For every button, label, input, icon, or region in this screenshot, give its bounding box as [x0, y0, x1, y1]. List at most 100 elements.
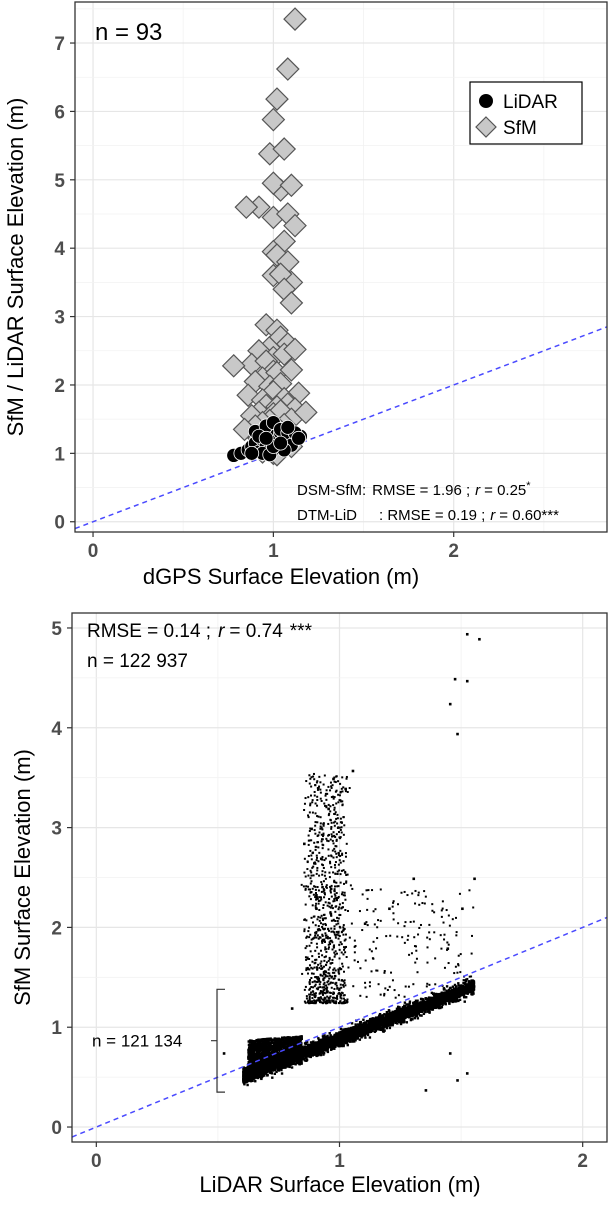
y-tick-label: 3: [51, 819, 62, 840]
data-point: [363, 1025, 365, 1027]
lidar-circle-point: [259, 431, 273, 445]
data-point: [388, 1014, 390, 1016]
data-point: [305, 1060, 307, 1062]
data-point: [291, 1066, 293, 1068]
data-point: [351, 1038, 353, 1040]
legend-lidar-label: LiDAR: [503, 92, 558, 113]
lidar-circle-point: [292, 431, 306, 445]
y-tick-label: 0: [54, 513, 65, 534]
data-point: [389, 1027, 391, 1029]
data-point: [441, 1006, 443, 1008]
data-point: [340, 1042, 342, 1044]
data-point: [329, 1032, 331, 1034]
data-point: [417, 1017, 419, 1019]
data-point: [420, 998, 422, 1000]
data-point: [464, 982, 466, 984]
data-point: [388, 1010, 390, 1012]
data-point: [246, 1084, 248, 1086]
data-point: [423, 1009, 425, 1011]
count-label: n = 93: [95, 19, 162, 46]
annotation-r-value: = 0.60: [499, 507, 541, 524]
annotation-method: DTM-LiD: [297, 507, 357, 524]
data-point: [424, 1006, 426, 1008]
y-tick-label: 5: [51, 619, 62, 640]
data-point: [404, 1005, 406, 1007]
data-point: [375, 1018, 377, 1020]
data-point: [404, 1001, 406, 1003]
annotation-significance: ***: [541, 507, 559, 524]
data-point: [402, 1021, 404, 1023]
data-point: [427, 1002, 429, 1004]
y-tick-label: 4: [54, 239, 65, 260]
data-point: [442, 1001, 444, 1003]
data-point: [254, 1080, 256, 1082]
data-point: [312, 1041, 314, 1043]
data-point: [362, 1019, 364, 1021]
y-tick-label: 5: [54, 171, 65, 192]
y-tick-label: 3: [54, 308, 65, 329]
data-point: [335, 1032, 337, 1034]
data-point: [463, 996, 465, 998]
y-tick-label: 6: [54, 102, 65, 123]
annotation-method: DSM-SfM:: [297, 482, 366, 499]
y-tick-label: 1: [51, 1018, 62, 1039]
data-point: [406, 1021, 408, 1023]
data-point: [395, 1022, 397, 1024]
stats-annotation-line: DSM-SfM:RMSE = 1.96 ;r= 0.25*: [297, 480, 531, 499]
data-point: [382, 1030, 384, 1032]
y-tick-label: 7: [54, 34, 65, 55]
x-tick-label: 1: [268, 541, 279, 562]
data-point: [472, 992, 474, 994]
data-point: [359, 1038, 361, 1040]
y-tick-label: 2: [51, 918, 62, 939]
data-point: [445, 1003, 447, 1005]
x-tick-label: 2: [448, 541, 459, 562]
data-point: [448, 1002, 450, 1004]
y-axis-title: SfM / LiDAR Surface Elevation (m): [3, 98, 28, 437]
data-point: [327, 1051, 329, 1053]
data-point: [457, 982, 459, 984]
data-point: [458, 984, 460, 986]
lidar-circle-point: [281, 420, 295, 434]
data-point: [359, 1021, 361, 1023]
y-tick-label: 4: [51, 719, 62, 740]
data-point: [344, 1030, 346, 1032]
data-point: [440, 999, 442, 1001]
data-point: [377, 1021, 379, 1023]
annotation-rmse: : RMSE = 0.19 ;: [379, 507, 485, 524]
data-point: [369, 1036, 371, 1038]
annotation-significance: *: [526, 480, 531, 492]
annotation-r-value: = 0.25: [484, 482, 526, 499]
stats-annotation-line: DTM-LiD: RMSE = 0.19 ;r= 0.60***: [297, 507, 559, 524]
data-point: [414, 1017, 416, 1019]
data-point: [414, 1001, 416, 1003]
legend-lidar-marker: [479, 94, 493, 108]
data-point: [416, 1000, 418, 1002]
data-point: [389, 1024, 391, 1026]
data-point: [381, 1015, 383, 1017]
data-point: [360, 1028, 362, 1030]
data-point: [314, 1053, 316, 1055]
x-tick-label: 0: [88, 541, 99, 562]
x-axis-title: dGPS Surface Elevation (m): [143, 564, 419, 589]
data-point: [410, 1018, 412, 1020]
y-tick-label: 1: [54, 444, 65, 465]
data-point: [420, 1014, 422, 1016]
x-tick-label: 1: [334, 1151, 345, 1172]
data-point: [360, 1026, 362, 1028]
data-point: [386, 1027, 388, 1029]
data-point: [402, 1006, 404, 1008]
data-point: [317, 1037, 319, 1039]
y-tick-label: 0: [51, 1118, 62, 1139]
data-point: [268, 1071, 270, 1073]
data-point: [358, 1030, 360, 1032]
lidar-circle-point: [245, 446, 259, 460]
x-tick-label: 0: [91, 1151, 102, 1172]
data-point: [464, 1000, 466, 1002]
data-point: [281, 1072, 283, 1074]
data-point: [340, 1028, 342, 1030]
